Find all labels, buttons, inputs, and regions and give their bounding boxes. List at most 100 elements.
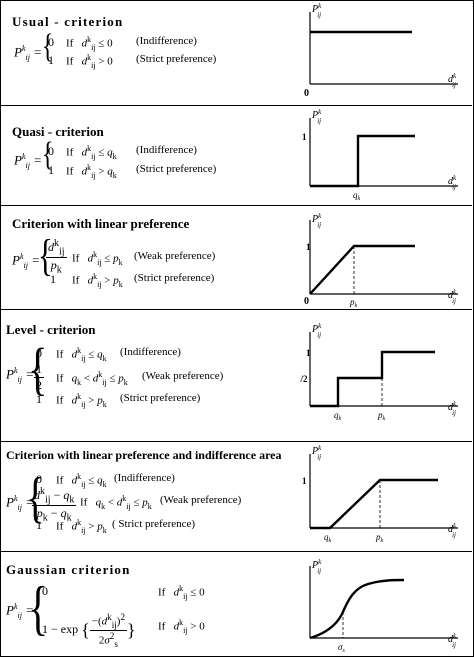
y-axis-label: Pk ij	[311, 2, 322, 19]
case-0-condition: If dkij ≤ qk	[56, 472, 107, 489]
function-label: Pkij =	[6, 494, 34, 512]
y-tick-1: 1	[302, 132, 307, 142]
case-0-condition: If dkij ≤ pk	[72, 250, 123, 267]
y-axis-label: Pk ij	[311, 322, 322, 339]
plot-linear: 0 1 pk Pk ij dk ij	[304, 212, 458, 309]
case-1-note: (Strict preference)	[136, 163, 217, 175]
brace: {	[38, 231, 53, 280]
x-tick-sigma: σs	[338, 642, 345, 654]
origin-label: 0	[304, 88, 309, 99]
brace: {	[42, 136, 54, 173]
case-1-value: 1	[50, 272, 56, 286]
case-2-condition: If dkij > pk	[56, 518, 107, 535]
case-0-note: (Indifference)	[136, 144, 197, 156]
case-2-condition: If dkij > pk	[56, 392, 107, 409]
case-0-condition: If dkij ≤ qk	[66, 144, 117, 161]
preference-curve	[309, 578, 405, 640]
case-1-condition: If qk < dkij ≤ pk	[80, 494, 152, 511]
y-tick-1: 1	[302, 476, 307, 486]
row-linear-preference: Criterion with linear preference Pkij = …	[0, 206, 472, 310]
case-0-value: 0	[48, 144, 54, 158]
origin-label: 0	[304, 296, 309, 307]
case-0-value: 0	[48, 35, 54, 49]
y-axis-label: Pk ij	[311, 558, 322, 575]
case-1-value: dkij − qk pk − qk	[32, 486, 77, 524]
plot-quasi: 1 qk Pk ij dk ij	[302, 108, 458, 202]
x-axis-label: dk ij	[448, 522, 457, 539]
case-2-note: ( Strict preference)	[112, 518, 196, 530]
x-axis-label: dk ij	[448, 400, 457, 417]
brace: {	[28, 336, 48, 401]
row-title: Quasi - criterion	[12, 124, 104, 139]
row-quasi-criterion: Quasi - criterion Pkij = { 0 If dkij ≤ q…	[0, 106, 472, 206]
y-tick-half: 1/2	[300, 374, 308, 384]
case-0-note: (Indifference)	[136, 35, 197, 47]
row-linear-indifference: Criterion with linear preference and ind…	[0, 442, 472, 552]
case-1-value: 1 − exp {−(dkij)2 2σ2s}	[42, 612, 136, 649]
preference-curve	[310, 350, 435, 408]
x-axis-label: dk ij	[448, 174, 457, 191]
brace: {	[26, 467, 45, 529]
function-label: Pkij =	[14, 44, 42, 62]
case-1-condition: If dkij > pk	[72, 272, 123, 289]
row-title: Usual - criterion	[12, 14, 124, 29]
case-1-condition: If dkij > qk	[66, 163, 117, 180]
x-tick-q: qk	[353, 190, 361, 202]
case-0-value: 0	[36, 346, 42, 360]
case-1-value: 1	[48, 53, 54, 67]
y-axis-label: Pk ij	[311, 212, 322, 229]
row-title: Level - criterion	[6, 322, 96, 337]
case-1-note: (Strict preference)	[134, 272, 215, 284]
case-0-value: dkij pk	[46, 238, 67, 276]
function-label: Pkij =	[6, 366, 34, 384]
case-1-note: (Strict preference)	[136, 53, 217, 65]
case-1-note: (Weak preference)	[160, 494, 242, 506]
x-tick-q: qk	[324, 532, 332, 544]
preference-curve	[310, 478, 438, 530]
case-0-condition: If dkij ≤ qk	[56, 346, 107, 363]
case-0-value: 0	[36, 472, 42, 486]
x-tick-p: pk	[375, 532, 384, 544]
case-0-note: (Indifference)	[120, 346, 181, 358]
plot-level: 1 1/2 qk pk Pkij dkij	[300, 322, 458, 422]
row-level-criterion: Level - criterion Pkij = { 0 If dkij ≤ q…	[0, 310, 472, 442]
x-axis-label: dk ij	[448, 288, 457, 305]
preference-curve	[309, 244, 415, 295]
case-0-value: 0	[42, 584, 48, 598]
brace: {	[28, 575, 49, 641]
y-tick-1: 1	[306, 348, 311, 358]
function-label: Pkij =	[6, 602, 34, 620]
x-axis-label: dk ij	[448, 72, 457, 89]
row-title: Gaussian criterion	[6, 562, 131, 577]
case-1-note: (Weak preference)	[142, 370, 224, 382]
x-tick-p: pk	[349, 297, 358, 309]
case-2-note: (Strict preference)	[120, 392, 201, 404]
case-1-value: 1	[48, 163, 54, 177]
preference-curve	[310, 134, 415, 188]
plot-gaussian: σs Pk ij dk ij	[309, 558, 458, 654]
plot-linear-indifference: 1 qk pk Pk ij dk ij	[302, 444, 458, 544]
x-tick-p: pk	[377, 410, 386, 422]
function-label: Pkij =	[14, 152, 42, 170]
row-title: Criterion with linear preference	[12, 216, 190, 231]
case-0-condition: If dkij ≤ 0	[66, 35, 113, 52]
case-0-condition: If dkij ≤ 0	[158, 584, 205, 601]
x-tick-q: qk	[334, 410, 342, 422]
x-axis-label: dk ij	[448, 632, 457, 649]
case-2-value: 1	[36, 392, 42, 406]
row-title: Criterion with linear preference and ind…	[6, 448, 282, 462]
plot-usual: 0 Pk ij dk ij	[304, 2, 458, 99]
y-axis-label: Pk ij	[311, 108, 322, 125]
row-gaussian-criterion: Gaussian criterion Pkij = { 0 If dkij ≤ …	[0, 552, 472, 655]
case-2-value: 1	[36, 518, 42, 532]
y-tick-1: 1	[306, 242, 311, 252]
row-usual-criterion: Usual - criterion Pkij = { 0 If dkij ≤ 0…	[0, 0, 472, 106]
case-0-note: (Weak preference)	[134, 250, 216, 262]
case-1-condition: If qk < dkij ≤ pk	[56, 370, 128, 387]
y-axis-label: Pk ij	[311, 444, 322, 461]
case-1-condition: If dkij > 0	[158, 618, 205, 635]
function-label: Pkij =	[12, 252, 40, 270]
case-1-condition: If dkij > 0	[66, 53, 113, 70]
case-0-note: (Indifference)	[114, 472, 175, 484]
